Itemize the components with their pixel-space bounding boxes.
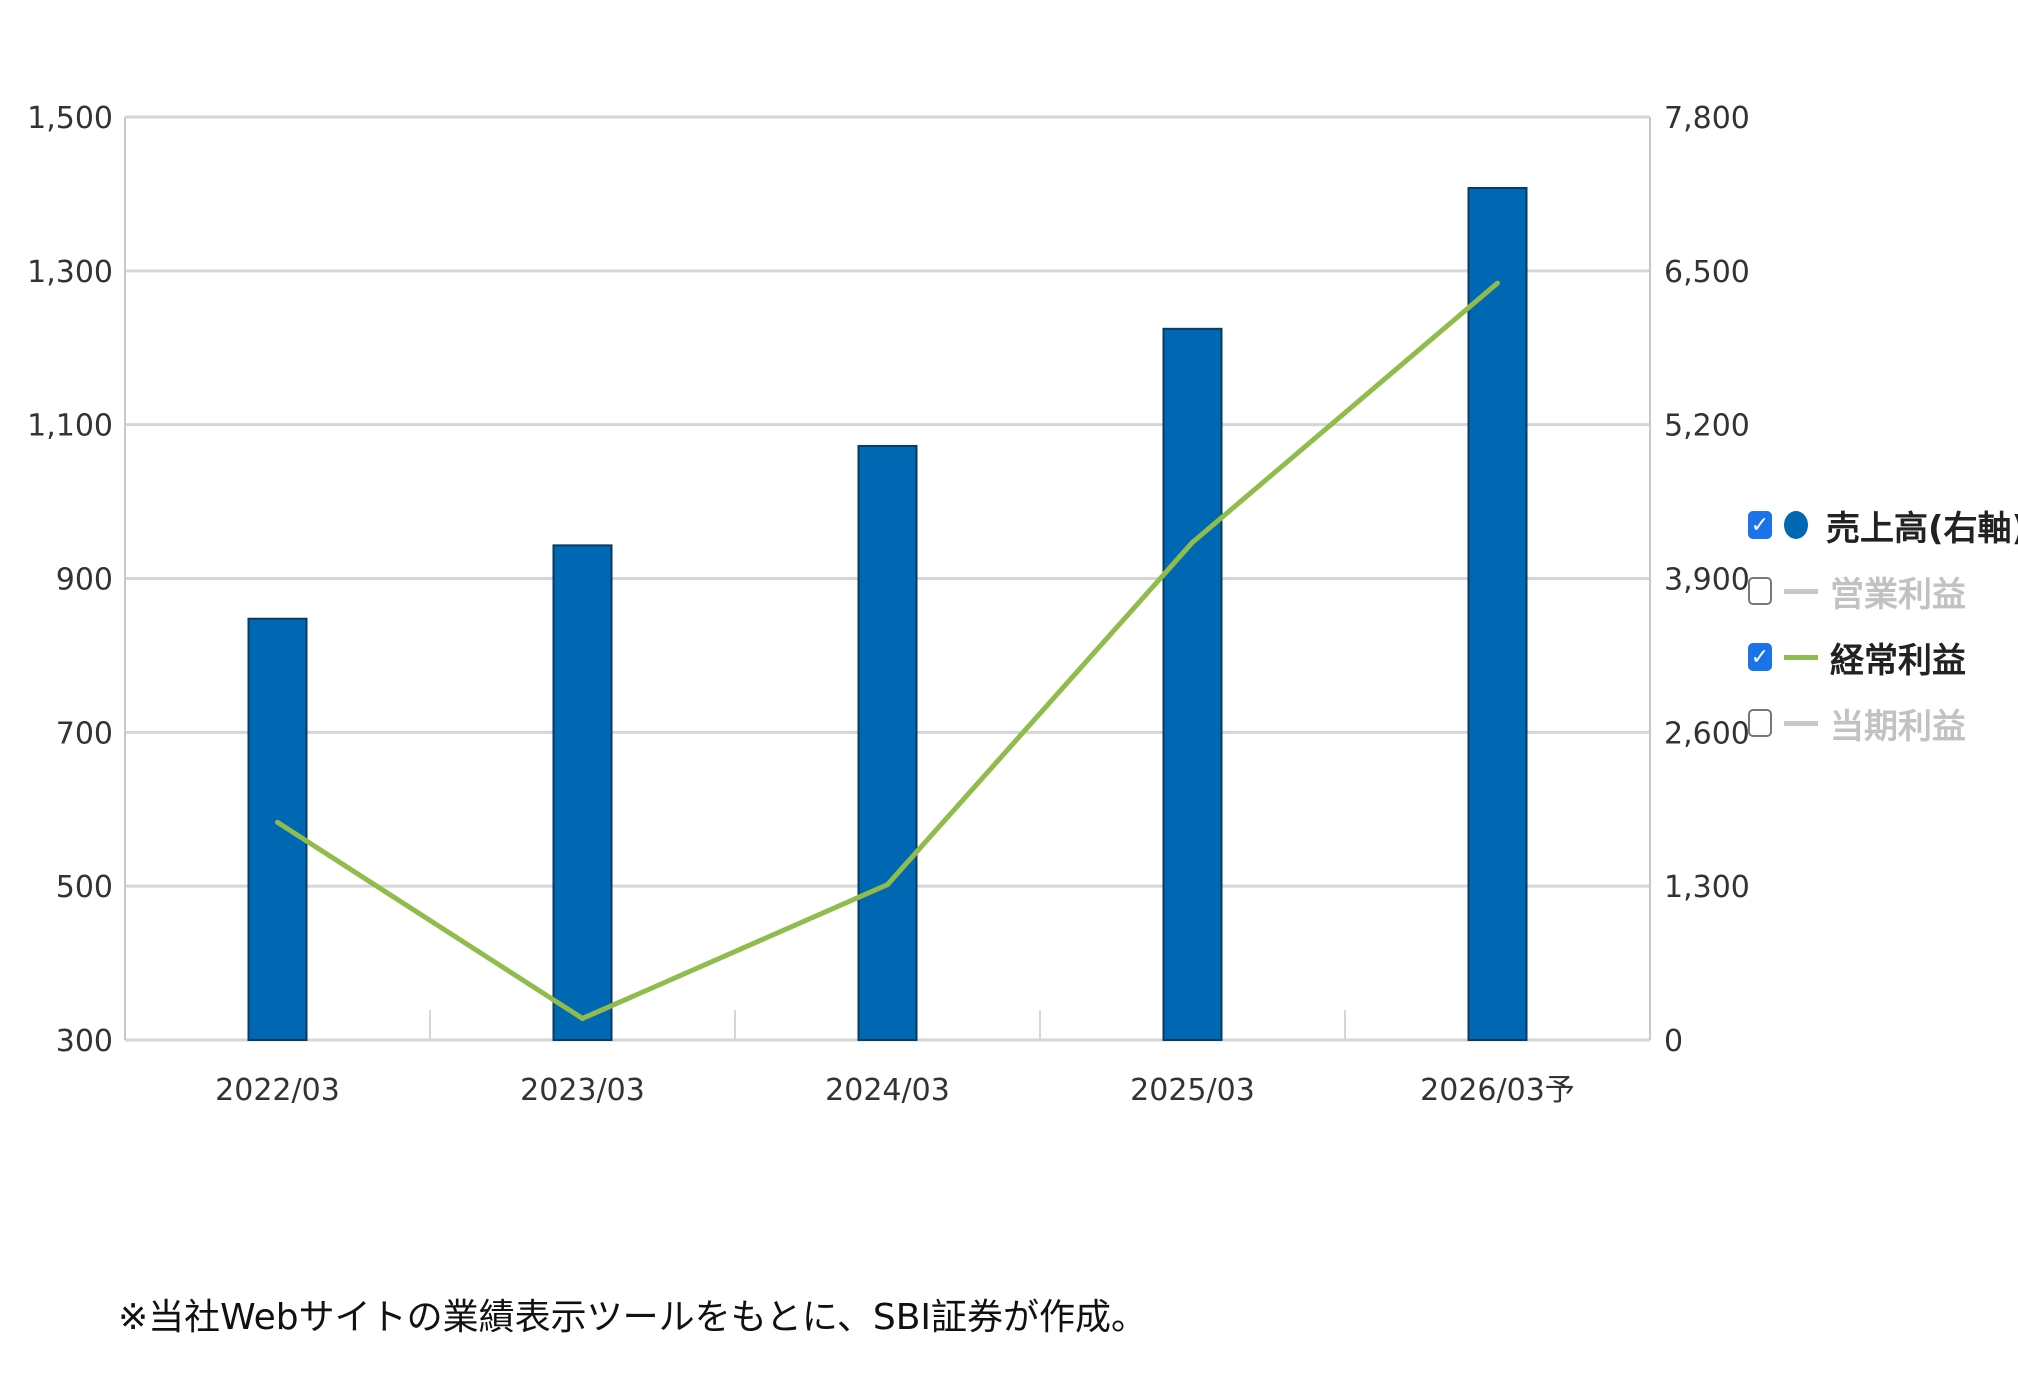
legend-checkbox-sales[interactable]: ✓	[1748, 511, 1772, 539]
x-tick-label: 2025/03	[1130, 1073, 1255, 1108]
x-tick-label: 2024/03	[825, 1073, 950, 1108]
right-tick-label: 6,500	[1664, 255, 1750, 290]
bar-sales-2022/03	[247, 617, 308, 1041]
legend-checkbox-operating-profit[interactable]	[1748, 577, 1772, 605]
left-tick-label: 1,300	[27, 255, 113, 290]
left-tick-label: 300	[56, 1024, 113, 1059]
footnote: ※当社Webサイトの業績表示ツールをもとに、SBI証券が作成。	[118, 1297, 1148, 1338]
right-tick-label: 0	[1664, 1024, 1683, 1059]
point-ordinary-profit-2026/03予	[1495, 280, 1500, 286]
legend-label-net-profit: 当期利益	[1830, 706, 1966, 747]
left-tick-label: 900	[56, 563, 113, 598]
right-tick-label: 7,800	[1664, 101, 1750, 136]
legend-item-ordinary-profit[interactable]: ✓ 経常利益	[1748, 624, 2018, 690]
point-ordinary-profit-2025/03	[1190, 539, 1195, 545]
left-tick-label: 1,500	[27, 101, 113, 136]
right-tick-label: 1,300	[1664, 870, 1750, 905]
x-tick-label: 2026/03予	[1420, 1073, 1575, 1108]
right-axis-ticks: 7,800 6,500 5,200 3,900 2,600 1,300 0	[1664, 101, 1750, 1059]
line-icon	[1784, 720, 1818, 726]
right-tick-label: 2,600	[1664, 716, 1750, 751]
point-ordinary-profit-2024/03	[885, 882, 890, 888]
line-series-ordinary-profit	[275, 280, 1500, 1021]
bar-sales-2024/03	[857, 444, 918, 1041]
right-tick-label: 3,900	[1664, 563, 1750, 598]
axes	[124, 117, 1651, 1040]
bar-series-sales	[247, 187, 1528, 1042]
legend-label-operating-profit: 営業利益	[1830, 574, 1966, 615]
circle-icon	[1784, 511, 1808, 539]
x-tick-label: 2022/03	[215, 1073, 340, 1108]
point-ordinary-profit-2023/03	[580, 1015, 585, 1021]
bar-sales-2023/03	[552, 544, 613, 1041]
line-icon	[1784, 654, 1818, 660]
legend-checkbox-ordinary-profit[interactable]: ✓	[1748, 643, 1772, 671]
right-tick-label: 5,200	[1664, 409, 1750, 444]
legend-item-operating-profit[interactable]: 営業利益	[1748, 558, 2018, 624]
bar-sales-2026/03予	[1467, 187, 1528, 1041]
point-ordinary-profit-2022/03	[275, 819, 280, 825]
legend-item-sales[interactable]: ✓ 売上高(右軸)	[1748, 492, 2018, 558]
line-icon	[1784, 588, 1818, 594]
legend-label-sales: 売上高(右軸)	[1826, 508, 2018, 549]
left-tick-label: 1,100	[27, 409, 113, 444]
legend-item-net-profit[interactable]: 当期利益	[1748, 690, 2018, 756]
left-tick-label: 700	[56, 716, 113, 751]
legend-label-ordinary-profit: 経常利益	[1830, 640, 1966, 681]
x-axis-ticks: 2022/03 2023/03 2024/03 2025/03 2026/03予	[215, 1073, 1575, 1108]
left-tick-label: 500	[56, 870, 113, 905]
left-axis-ticks: 1,500 1,300 1,100 900 700 500 300	[27, 101, 113, 1059]
legend-checkbox-net-profit[interactable]	[1748, 709, 1772, 737]
legend: ✓ 売上高(右軸) 営業利益 ✓ 経常利益 当期利益	[1748, 492, 2018, 756]
bar-sales-2025/03	[1162, 327, 1223, 1042]
x-tick-label: 2023/03	[520, 1073, 645, 1108]
